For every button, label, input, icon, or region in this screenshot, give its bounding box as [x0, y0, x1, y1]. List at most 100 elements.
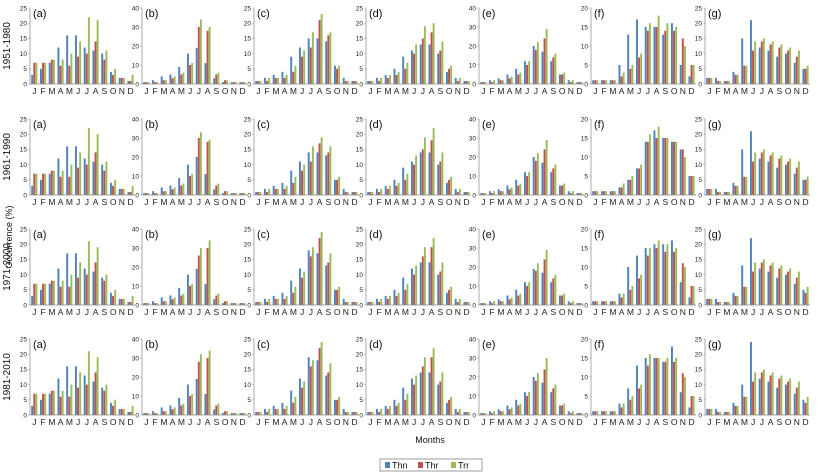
- bar-trr: [432, 238, 435, 305]
- bar-trr: [484, 413, 487, 415]
- bar-thn: [239, 413, 242, 415]
- bar-trr: [70, 384, 73, 415]
- bar-thn: [732, 402, 735, 415]
- bar-thr: [94, 41, 97, 84]
- bar-thr: [517, 295, 520, 305]
- bar-thn: [627, 388, 630, 415]
- bar-thr: [378, 80, 381, 84]
- bar-thr: [690, 286, 693, 305]
- month-label: O: [110, 197, 117, 207]
- bar-trr: [501, 80, 504, 84]
- bar-thr: [257, 301, 260, 305]
- bar-trr: [666, 138, 669, 195]
- bar-trr: [70, 274, 73, 305]
- month-label: M: [384, 307, 391, 317]
- bar-thn: [592, 191, 595, 195]
- bar-trr: [432, 348, 435, 415]
- y-tick-label: 5: [247, 66, 251, 73]
- month-label: A: [429, 86, 435, 96]
- bar-thr: [232, 82, 235, 84]
- y-tick-label: 10: [20, 382, 28, 389]
- bar-thn: [793, 62, 796, 84]
- y-tick-label: 20: [469, 43, 477, 50]
- month-label: D: [128, 417, 134, 427]
- month-label: M: [627, 86, 634, 96]
- bar-thr: [232, 303, 235, 305]
- bar-thn: [627, 34, 630, 84]
- bar-trr: [797, 381, 800, 415]
- bar-thr: [638, 57, 641, 84]
- y-tick-label: 10: [244, 382, 252, 389]
- month-label: J: [751, 417, 755, 427]
- bar-thn: [497, 299, 500, 305]
- bar-thr: [378, 411, 381, 415]
- month-label: M: [741, 197, 748, 207]
- bar-trr: [736, 74, 739, 84]
- panel-label: (c): [257, 229, 270, 241]
- y-tick-label: 10: [469, 283, 477, 290]
- bar-thr: [232, 413, 235, 415]
- bar-thr: [180, 405, 183, 415]
- bar-trr: [493, 191, 496, 195]
- bar-thn: [445, 71, 448, 84]
- y-tick-label: 20: [20, 132, 28, 139]
- bar-thr: [77, 277, 79, 305]
- bar-thn: [609, 411, 612, 415]
- bar-thr: [646, 255, 649, 305]
- month-label: J: [707, 307, 711, 317]
- month-label: A: [58, 197, 64, 207]
- bar-thn: [758, 378, 761, 415]
- bar-trr: [259, 191, 262, 195]
- bar-trr: [580, 413, 583, 415]
- y-tick-label: 5: [247, 287, 251, 294]
- bar-thr: [673, 251, 676, 305]
- bar-thn: [609, 191, 612, 195]
- y-tick-label: 0: [472, 412, 476, 419]
- bar-trr: [380, 188, 383, 195]
- month-label: A: [507, 197, 513, 207]
- bar-thr: [569, 82, 572, 84]
- month-label: A: [170, 86, 176, 96]
- bar-thn: [532, 377, 535, 415]
- bar-trr: [789, 158, 792, 195]
- y-tick-label: 15: [356, 257, 364, 264]
- bar-thn: [662, 34, 665, 84]
- month-label: J: [309, 307, 313, 317]
- bar-thr: [50, 280, 53, 305]
- bar-thr: [171, 78, 174, 84]
- y-tick-label: 40: [469, 116, 477, 123]
- bar-trr: [61, 280, 64, 305]
- bar-thn: [83, 375, 86, 415]
- bar-thr: [760, 152, 763, 195]
- bar-thn: [688, 407, 691, 415]
- bar-thn: [592, 301, 595, 305]
- bar-trr: [371, 191, 374, 195]
- bar-thn: [532, 157, 535, 195]
- bar-thn: [714, 408, 717, 415]
- bar-thn: [758, 47, 761, 84]
- bar-trr: [380, 408, 383, 415]
- bar-trr: [797, 50, 800, 84]
- y-tick-label: 10: [581, 374, 589, 381]
- month-label: A: [93, 86, 99, 96]
- bar-thr: [760, 262, 763, 305]
- bar-thr: [283, 408, 286, 415]
- month-label: J: [256, 417, 260, 427]
- month-label: M: [497, 197, 504, 207]
- bar-thn: [463, 80, 466, 84]
- bar-thn: [160, 187, 163, 195]
- y-tick-label: 30: [132, 245, 140, 252]
- bar-trr: [613, 80, 616, 84]
- bar-thr: [769, 155, 772, 195]
- bar-thn: [342, 298, 345, 305]
- bar-thn: [463, 191, 466, 195]
- month-label: A: [205, 86, 211, 96]
- month-label: N: [119, 197, 125, 207]
- bar-thn: [776, 277, 779, 305]
- bar-thr: [594, 411, 597, 415]
- bar-trr: [510, 407, 513, 415]
- bar-thr: [309, 366, 312, 415]
- bar-thn: [532, 46, 535, 84]
- bar-thn: [204, 63, 207, 84]
- month-label: J: [751, 307, 755, 317]
